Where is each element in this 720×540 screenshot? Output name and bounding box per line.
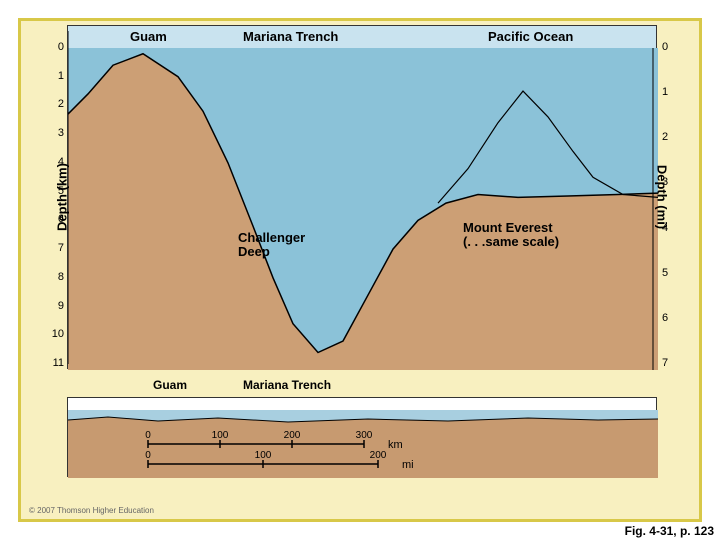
- left-tick: 0: [48, 41, 64, 53]
- copyright-text: © 2007 Thomson Higher Education: [29, 506, 154, 515]
- svg-text:0: 0: [145, 450, 151, 461]
- figure-caption: Fig. 4-31, p. 123: [625, 524, 714, 538]
- bottom-label-mariana-trench: Mariana Trench: [243, 378, 331, 392]
- figure-frame: Guam Mariana Trench Pacific Ocean Challe…: [18, 18, 702, 522]
- svg-text:0: 0: [145, 430, 151, 441]
- label-challenger-deep-text: Challenger Deep: [238, 230, 305, 259]
- left-tick: 10: [48, 328, 64, 340]
- right-tick: 6: [662, 312, 678, 324]
- left-tick: 5: [48, 185, 64, 197]
- label-pacific-ocean: Pacific Ocean: [488, 29, 573, 44]
- left-tick: 4: [48, 156, 64, 168]
- svg-text:mi: mi: [402, 459, 414, 471]
- label-guam: Guam: [130, 29, 167, 44]
- left-tick: 9: [48, 300, 64, 312]
- bottom-label-guam: Guam: [153, 378, 187, 392]
- main-profile-svg: [68, 26, 658, 370]
- right-tick: 5: [662, 267, 678, 279]
- left-tick: 6: [48, 213, 64, 225]
- svg-text:200: 200: [370, 450, 387, 461]
- right-tick: 1: [662, 86, 678, 98]
- right-tick: 3: [662, 176, 678, 188]
- left-tick: 1: [48, 70, 64, 82]
- left-tick: 3: [48, 127, 64, 139]
- right-tick: 0: [662, 41, 678, 53]
- svg-text:100: 100: [255, 450, 272, 461]
- label-challenger-deep: Challenger Deep: [238, 231, 305, 260]
- left-tick: 2: [48, 98, 64, 110]
- svg-text:km: km: [388, 439, 403, 451]
- right-tick: 7: [662, 357, 678, 369]
- right-tick: 2: [662, 131, 678, 143]
- svg-text:100: 100: [212, 430, 229, 441]
- bottom-profile-svg: 0 100 200 300 km 0 100 200 mi: [68, 398, 658, 478]
- left-tick: 11: [48, 357, 64, 369]
- right-tick: 4: [662, 222, 678, 234]
- label-mariana-trench: Mariana Trench: [243, 29, 338, 44]
- svg-text:300: 300: [356, 430, 373, 441]
- svg-text:200: 200: [284, 430, 301, 441]
- y-axis-right-label: Depth (mi): [654, 165, 669, 229]
- bottom-scale-panel: 0100200300km0100200mi Guam Mariana Trenc…: [67, 397, 657, 477]
- label-mount-everest: Mount Everest (. . .same scale): [463, 221, 559, 250]
- main-cross-section-panel: Guam Mariana Trench Pacific Ocean Challe…: [67, 25, 657, 369]
- left-tick: 8: [48, 271, 64, 283]
- label-mount-everest-text: Mount Everest (. . .same scale): [463, 220, 559, 249]
- left-tick: 7: [48, 242, 64, 254]
